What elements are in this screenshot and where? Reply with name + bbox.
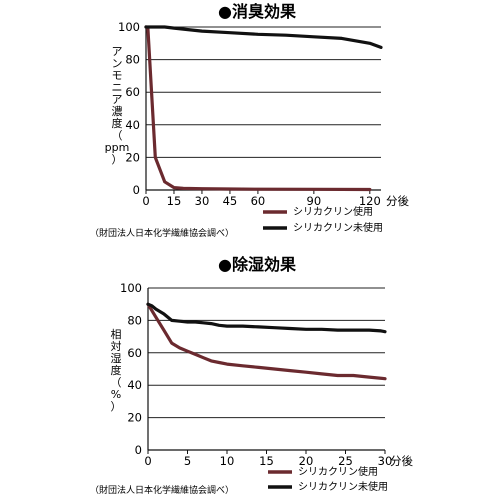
x-tick-label: 0: [144, 454, 151, 468]
x-tick-label: 20: [299, 454, 314, 468]
y-tick-label: 100: [120, 281, 142, 295]
x-tick-label: 60: [251, 194, 266, 208]
x-unit-label: 分後: [390, 454, 413, 468]
x-tick-label: 120: [359, 194, 381, 208]
chart-title: ●除湿効果: [218, 255, 296, 274]
x-tick-label: 5: [184, 454, 191, 468]
y-tick-label: 0: [133, 183, 140, 197]
y-axis-label-char: ア: [112, 45, 123, 58]
y-tick-label: 40: [125, 118, 140, 132]
y-axis-label-char: モ: [112, 69, 123, 82]
source-note: （財団法人日本化学繊維協会調べ）: [90, 484, 234, 496]
legend-label: シリカクリン使用: [293, 205, 373, 218]
y-axis-label-char: ン: [112, 57, 123, 70]
x-tick-label: 45: [223, 194, 238, 208]
y-tick-label: 0: [135, 443, 142, 457]
x-tick-label: 15: [167, 194, 182, 208]
x-unit-label: 分後: [386, 194, 409, 208]
y-axis-label-char: （: [111, 376, 122, 389]
y-axis-label-char: ）: [112, 153, 123, 166]
series-line-1: [144, 25, 372, 192]
x-tick-label: 30: [195, 194, 210, 208]
series-line-2: [144, 25, 383, 50]
legend-label: シリカクリン未使用: [293, 221, 383, 234]
y-tick-label: 40: [127, 378, 142, 392]
y-axis-label-char: 相: [111, 328, 122, 341]
y-tick-label: 60: [125, 85, 140, 99]
x-tick-label: 10: [220, 454, 235, 468]
x-tick-label: 15: [259, 454, 274, 468]
y-tick-label: 20: [127, 411, 142, 425]
y-axis-label-char: ppm: [105, 141, 130, 154]
x-tick-label: 30: [378, 454, 393, 468]
y-axis-label-char: ニ: [112, 81, 123, 94]
y-axis-label-char: 度: [112, 116, 123, 130]
y-tick-label: 100: [118, 20, 140, 34]
legend-label: シリカクリン使用: [298, 465, 378, 478]
y-axis-label-char: （: [112, 129, 123, 142]
legend-label: シリカクリン未使用: [298, 480, 388, 493]
x-tick-label: 25: [338, 454, 353, 468]
y-axis-label-char: %: [111, 388, 121, 401]
source-note: （財団法人日本化学繊維協会調べ）: [90, 227, 234, 239]
series-line-2: [146, 302, 387, 334]
y-axis-label-char: 濃: [112, 104, 123, 118]
y-axis-label-char: 度: [111, 363, 122, 377]
x-tick-label: 90: [307, 194, 322, 208]
x-tick-label: 0: [142, 194, 149, 208]
y-axis-label-char: 対: [111, 339, 122, 353]
y-tick-label: 60: [127, 346, 142, 360]
y-axis-label-char: 湿: [111, 352, 122, 365]
series-line-1: [146, 302, 387, 381]
y-tick-label: 20: [125, 150, 140, 164]
chart-title: ●消臭効果: [218, 2, 296, 21]
y-tick-label: 80: [125, 53, 140, 67]
y-axis-label-char: ア: [112, 93, 123, 106]
y-tick-label: 80: [127, 313, 142, 327]
y-axis-label-char: ）: [111, 400, 122, 413]
